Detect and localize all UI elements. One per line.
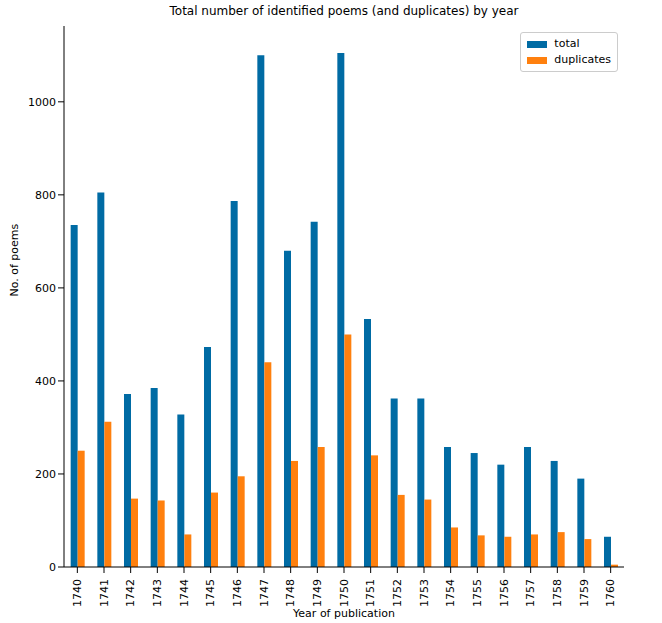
- svg-text:1750: 1750: [338, 579, 351, 607]
- svg-text:1758: 1758: [551, 579, 564, 607]
- svg-text:0: 0: [49, 561, 56, 574]
- svg-text:1741: 1741: [98, 579, 111, 607]
- svg-text:200: 200: [35, 468, 56, 481]
- svg-text:1744: 1744: [178, 579, 191, 607]
- svg-text:1746: 1746: [231, 579, 244, 607]
- svg-text:1745: 1745: [204, 579, 217, 607]
- svg-text:1751: 1751: [364, 579, 377, 607]
- svg-text:1743: 1743: [151, 579, 164, 607]
- svg-text:1754: 1754: [444, 579, 457, 607]
- svg-text:No. of poems: No. of poems: [8, 223, 21, 296]
- svg-text:1752: 1752: [391, 579, 404, 607]
- svg-text:1742: 1742: [124, 579, 137, 607]
- svg-text:400: 400: [35, 375, 56, 388]
- html-text:duplicates: duplicates: [554, 53, 611, 66]
- svg-text:600: 600: [35, 282, 56, 295]
- svg-text:1760: 1760: [604, 579, 617, 607]
- svg-text:1000: 1000: [28, 96, 56, 109]
- svg-text:1740: 1740: [71, 579, 84, 607]
- html-text:total: total: [554, 37, 580, 50]
- svg-text:1759: 1759: [578, 579, 591, 607]
- svg-text:800: 800: [35, 189, 56, 202]
- svg-text:1748: 1748: [284, 579, 297, 607]
- svg-text:1757: 1757: [524, 579, 537, 607]
- html-text:Total number of identified poe: Total number of identified poems (and du…: [169, 4, 519, 18]
- svg-text:1756: 1756: [498, 579, 511, 607]
- svg-text:1749: 1749: [311, 579, 324, 607]
- svg-text:1753: 1753: [418, 579, 431, 607]
- svg-text:1755: 1755: [471, 579, 484, 607]
- svg-text:Year of publication: Year of publication: [292, 607, 395, 620]
- svg-text:1747: 1747: [258, 579, 271, 607]
